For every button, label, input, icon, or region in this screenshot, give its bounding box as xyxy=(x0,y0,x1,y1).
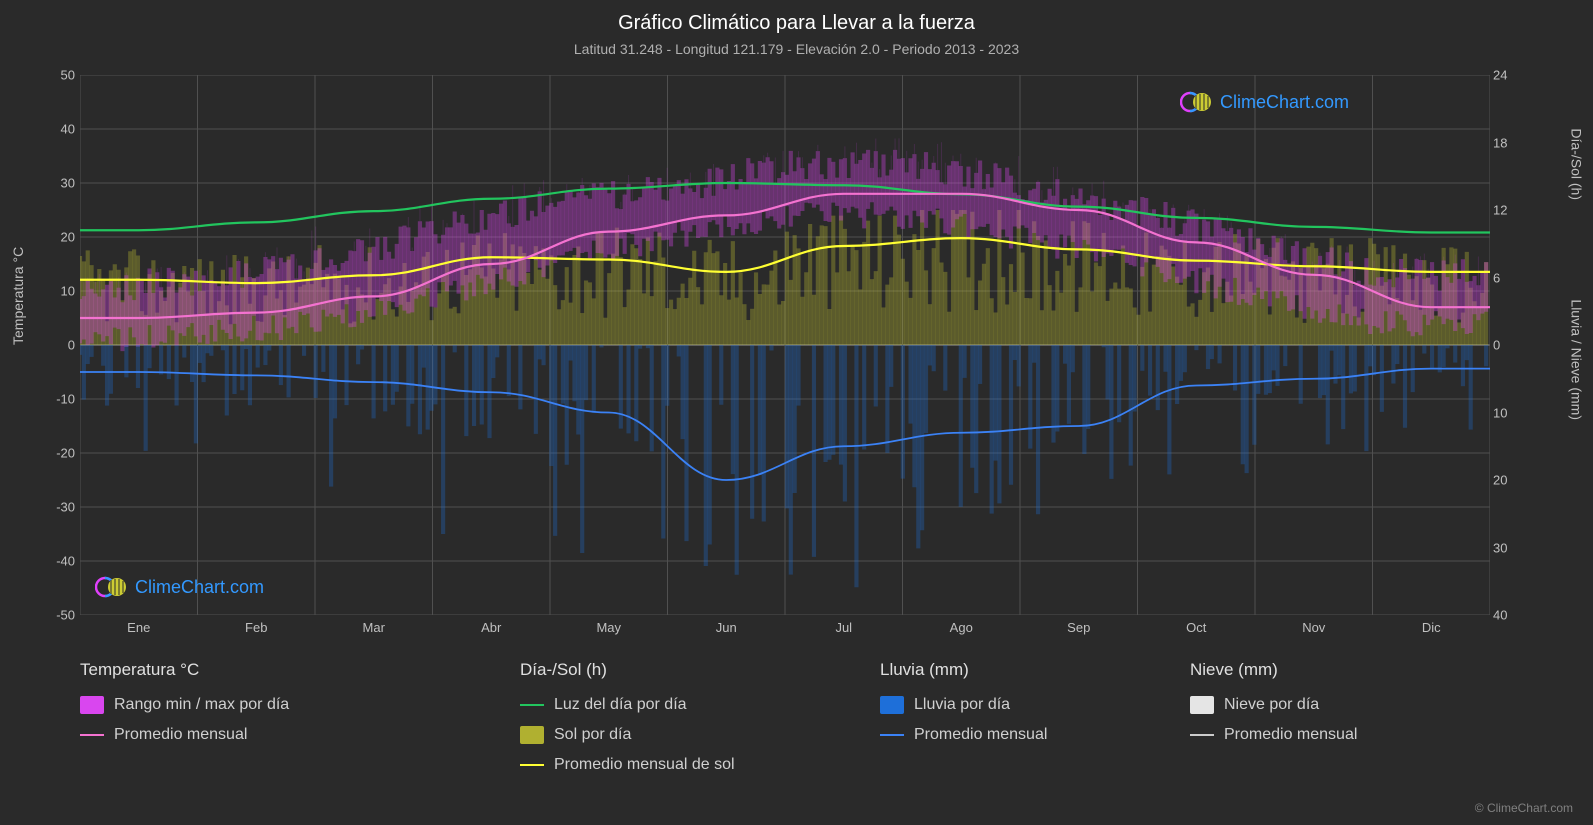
climechart-logo-icon xyxy=(95,575,129,599)
legend-line-icon xyxy=(1190,734,1214,736)
x-tick-month: Jul xyxy=(835,620,852,635)
legend-swatch-icon xyxy=(880,696,904,714)
y-tick-left: 10 xyxy=(40,284,75,299)
legend-item-label: Promedio mensual xyxy=(114,726,247,744)
watermark: ClimeChart.com xyxy=(95,575,264,599)
legend-item-label: Nieve por día xyxy=(1224,696,1319,714)
legend-group: Temperatura °C Rango min / max por día Pro… xyxy=(80,660,289,744)
y-tick-right-top: 0 xyxy=(1493,338,1523,353)
legend-item: Promedio mensual xyxy=(1190,726,1357,744)
watermark: ClimeChart.com xyxy=(1180,90,1349,114)
y-tick-right-bottom: 30 xyxy=(1493,540,1523,555)
x-tick-month: Abr xyxy=(481,620,501,635)
legend-group-title: Temperatura °C xyxy=(80,660,289,680)
x-tick-month: Nov xyxy=(1302,620,1325,635)
legend-swatch-icon xyxy=(520,726,544,744)
watermark-text: ClimeChart.com xyxy=(1220,92,1349,113)
y-axis-right-top-label: Día-/Sol (h) xyxy=(1569,128,1585,200)
x-tick-month: May xyxy=(596,620,621,635)
climechart-logo-icon xyxy=(1180,90,1214,114)
chart-container: Gráfico Climático para Llevar a la fuerz… xyxy=(0,0,1593,825)
legend-item: Promedio mensual de sol xyxy=(520,756,735,774)
x-tick-month: Ene xyxy=(127,620,150,635)
legend-item-label: Luz del día por día xyxy=(554,696,687,714)
legend-item-label: Sol por día xyxy=(554,726,631,744)
y-tick-right-bottom: 40 xyxy=(1493,608,1523,623)
chart-subtitle: Latitud 31.248 - Longitud 121.179 - Elev… xyxy=(0,35,1593,57)
y-tick-left: 0 xyxy=(40,338,75,353)
y-axis-right-bottom-label: Lluvia / Nieve (mm) xyxy=(1569,299,1585,420)
legend-group: Día-/Sol (h) Luz del día por día Sol por d… xyxy=(520,660,735,774)
x-tick-month: Feb xyxy=(245,620,267,635)
x-tick-month: Mar xyxy=(363,620,385,635)
legend-item: Promedio mensual xyxy=(880,726,1047,744)
legend-item-label: Promedio mensual xyxy=(914,726,1047,744)
y-tick-right-top: 18 xyxy=(1493,135,1523,150)
plot-svg xyxy=(80,75,1490,615)
x-tick-month: Ago xyxy=(950,620,973,635)
x-tick-month: Sep xyxy=(1067,620,1090,635)
legend-item: Rango min / max por día xyxy=(80,696,289,714)
y-tick-right-top: 24 xyxy=(1493,68,1523,83)
x-tick-month: Oct xyxy=(1186,620,1206,635)
legend-group: Nieve (mm) Nieve por día Promedio mensual xyxy=(1190,660,1357,744)
legend-item: Lluvia por día xyxy=(880,696,1047,714)
copyright-text: © ClimeChart.com xyxy=(1475,801,1573,815)
x-tick-month: Dic xyxy=(1422,620,1441,635)
y-tick-right-bottom: 10 xyxy=(1493,405,1523,420)
y-tick-right-top: 6 xyxy=(1493,270,1523,285)
plot-area xyxy=(80,75,1490,615)
y-tick-left: -10 xyxy=(40,392,75,407)
y-tick-left: 30 xyxy=(40,176,75,191)
legend-group-title: Nieve (mm) xyxy=(1190,660,1357,680)
legend-item-label: Promedio mensual xyxy=(1224,726,1357,744)
legend-line-icon xyxy=(520,704,544,706)
legend-swatch-icon xyxy=(80,696,104,714)
legend-group: Lluvia (mm) Lluvia por día Promedio mensua… xyxy=(880,660,1047,744)
legend-line-icon xyxy=(880,734,904,736)
legend-item-label: Rango min / max por día xyxy=(114,696,289,714)
legend-item-label: Lluvia por día xyxy=(914,696,1010,714)
x-tick-month: Jun xyxy=(716,620,737,635)
y-tick-left: 40 xyxy=(40,122,75,137)
legend-swatch-icon xyxy=(1190,696,1214,714)
y-tick-right-bottom: 20 xyxy=(1493,473,1523,488)
legend-item: Luz del día por día xyxy=(520,696,735,714)
chart-title: Gráfico Climático para Llevar a la fuerz… xyxy=(0,0,1593,35)
legend-item-label: Promedio mensual de sol xyxy=(554,756,735,774)
y-tick-left: -50 xyxy=(40,608,75,623)
watermark-text: ClimeChart.com xyxy=(135,577,264,598)
legend-item: Promedio mensual xyxy=(80,726,289,744)
y-tick-left: 20 xyxy=(40,230,75,245)
legend-item: Sol por día xyxy=(520,726,735,744)
legend-line-icon xyxy=(80,734,104,736)
y-tick-left: -40 xyxy=(40,554,75,569)
y-tick-left: -20 xyxy=(40,446,75,461)
y-tick-left: 50 xyxy=(40,68,75,83)
legend-line-icon xyxy=(520,764,544,766)
y-tick-right-top: 12 xyxy=(1493,203,1523,218)
y-axis-left-label: Temperatura °C xyxy=(10,247,26,345)
legend-group-title: Lluvia (mm) xyxy=(880,660,1047,680)
y-tick-left: -30 xyxy=(40,500,75,515)
legend-group-title: Día-/Sol (h) xyxy=(520,660,735,680)
legend-item: Nieve por día xyxy=(1190,696,1357,714)
